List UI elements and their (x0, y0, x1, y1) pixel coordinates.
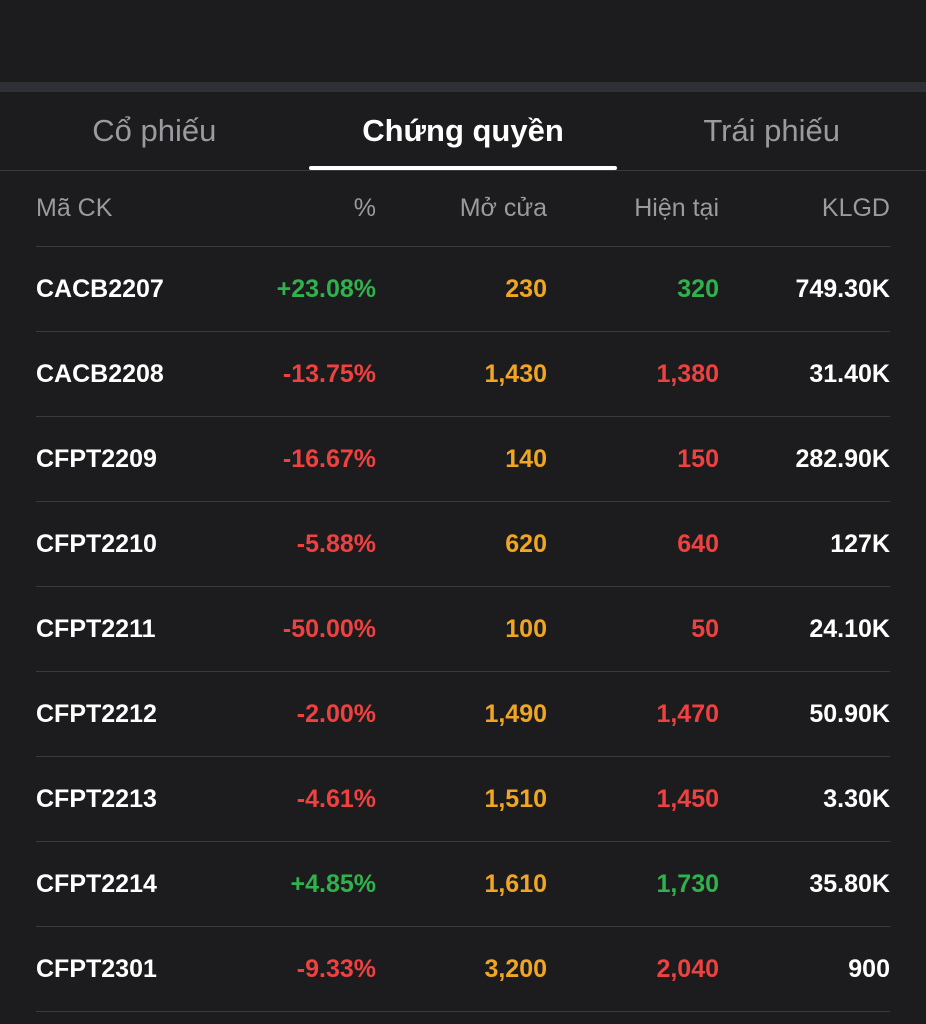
cell-open: 230 (505, 274, 547, 303)
separator-band (0, 82, 926, 92)
tab-stocks-label: Cổ phiếu (92, 113, 217, 148)
table-row[interactable]: CFPT2210 -5.88% 620 640 127K (36, 502, 890, 587)
cell-percent: +4.85% (290, 869, 377, 898)
table-row[interactable]: CFPT2209 -16.67% 140 150 282.90K (36, 417, 890, 502)
cell-current: 1,470 (656, 699, 719, 728)
cell-open: 140 (505, 444, 547, 473)
cell-volume: 35.80K (809, 869, 890, 898)
cell-code: CACB2208 (36, 359, 164, 388)
cell-current: 150 (677, 444, 719, 473)
cell-code: CFPT2301 (36, 954, 157, 983)
table-row[interactable]: CACB2208 -13.75% 1,430 1,380 31.40K (36, 332, 890, 417)
cell-volume: 900 (848, 954, 890, 983)
cell-open: 1,490 (484, 699, 547, 728)
tab-stocks[interactable]: Cổ phiếu (0, 92, 309, 170)
table-header: Mã CK % Mở cửa Hiện tại KLGD (36, 171, 890, 247)
table-row[interactable]: CFPT2301 -9.33% 3,200 2,040 900 (36, 927, 890, 1012)
cell-current: 2,040 (656, 954, 719, 983)
cell-code: CFPT2212 (36, 699, 157, 728)
header-open[interactable]: Mở cửa (459, 194, 547, 222)
cell-volume: 127K (830, 529, 890, 558)
tab-bar: Cổ phiếu Chứng quyền Trái phiếu (0, 92, 926, 171)
header-volume[interactable]: KLGD (821, 194, 890, 222)
table-row[interactable]: CACB2207 +23.08% 230 320 749.30K (36, 247, 890, 332)
cell-open: 100 (505, 614, 547, 643)
cell-open: 1,510 (484, 784, 547, 813)
cell-current: 1,380 (656, 359, 719, 388)
cell-percent: -5.88% (296, 529, 376, 558)
cell-current: 640 (677, 529, 719, 558)
cell-percent: -2.00% (296, 699, 376, 728)
header-current[interactable]: Hiện tại (634, 194, 719, 222)
cell-current: 320 (677, 274, 719, 303)
cell-code: CFPT2209 (36, 444, 157, 473)
table-row[interactable]: CFPT2213 -4.61% 1,510 1,450 3.30K (36, 757, 890, 842)
table-row[interactable]: CFPT2214 +4.85% 1,610 1,730 35.80K (36, 842, 890, 927)
cell-volume: 50.90K (809, 699, 890, 728)
cell-volume: 749.30K (795, 274, 890, 303)
tab-warrants-label: Chứng quyền (362, 113, 564, 148)
cell-percent: -9.33% (296, 954, 376, 983)
header-code[interactable]: Mã CK (36, 194, 113, 222)
cell-open: 1,610 (484, 869, 547, 898)
table-row[interactable]: CFPT2211 -50.00% 100 50 24.10K (36, 587, 890, 672)
cell-percent: +23.08% (276, 274, 376, 303)
cell-percent: -4.61% (296, 784, 376, 813)
header-percent[interactable]: % (353, 194, 376, 222)
cell-open: 620 (505, 529, 547, 558)
table-row[interactable]: CFPT2212 -2.00% 1,490 1,470 50.90K (36, 672, 890, 757)
tab-bonds[interactable]: Trái phiếu (617, 92, 926, 170)
tab-warrants[interactable]: Chứng quyền (308, 92, 618, 170)
cell-percent: -50.00% (282, 614, 376, 643)
cell-code: CFPT2211 (36, 614, 156, 643)
cell-open: 3,200 (484, 954, 547, 983)
cell-code: CFPT2214 (36, 869, 157, 898)
warrant-table: Mã CK % Mở cửa Hiện tại KLGD CACB2207 +23… (36, 171, 890, 1012)
cell-volume: 24.10K (809, 614, 890, 643)
table-body: CACB2207 +23.08% 230 320 749.30K CACB2208 -13.… (36, 247, 890, 1012)
top-bar (0, 0, 926, 82)
cell-current: 1,450 (656, 784, 719, 813)
cell-open: 1,430 (484, 359, 547, 388)
cell-percent: -13.75% (282, 359, 376, 388)
cell-current: 50 (691, 614, 719, 643)
cell-volume: 31.40K (809, 359, 890, 388)
cell-code: CFPT2210 (36, 529, 157, 558)
cell-volume: 282.90K (795, 444, 890, 473)
cell-volume: 3.30K (823, 784, 890, 813)
cell-current: 1,730 (656, 869, 719, 898)
cell-code: CFPT2213 (36, 784, 157, 813)
cell-percent: -16.67% (282, 444, 376, 473)
cell-code: CACB2207 (36, 274, 164, 303)
tab-bonds-label: Trái phiếu (703, 113, 841, 148)
